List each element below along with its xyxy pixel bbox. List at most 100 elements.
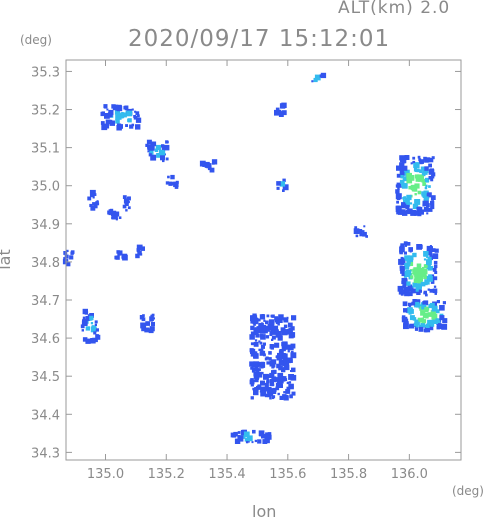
echo-cell [108, 212, 112, 215]
echo-cell [319, 74, 323, 78]
echo-cell [421, 178, 425, 183]
echo-cell [85, 316, 90, 321]
echo-cell [410, 184, 416, 190]
y-tick-label: 34.6 [31, 332, 60, 347]
echo-cell [209, 167, 215, 173]
echo-cell [261, 371, 264, 375]
echo-cell [423, 196, 429, 202]
echo-cell [423, 290, 427, 295]
echo-cell [145, 321, 150, 326]
echo-cell [256, 369, 260, 373]
echo-cell [66, 249, 69, 252]
echo-cell [428, 207, 433, 212]
echo-cell [421, 271, 427, 277]
echo-cell [121, 112, 127, 118]
echo-cell [442, 318, 448, 324]
echo-cell [104, 114, 109, 119]
echo-cell [291, 385, 294, 388]
echo-cell [288, 358, 293, 363]
echo-cell [412, 160, 416, 164]
echo-cell [274, 325, 279, 330]
echo-cell [430, 204, 435, 210]
echo-cell [165, 181, 170, 185]
y-tick-label: 35.0 [31, 180, 60, 195]
echo-cell [274, 342, 280, 348]
y-tick-label: 34.5 [31, 370, 60, 385]
echo-cell [402, 301, 408, 307]
echo-cell [266, 314, 270, 318]
echo-cell [90, 322, 94, 325]
echo-cell [403, 241, 408, 246]
echo-cell [283, 395, 289, 401]
echo-cell [250, 351, 256, 357]
echo-cell [251, 342, 254, 346]
echo-cell [127, 196, 131, 200]
echo-cell [291, 391, 296, 396]
echo-cell [421, 317, 424, 320]
echo-cell [274, 316, 279, 321]
echo-cell [402, 197, 405, 200]
echo-cell [254, 366, 259, 371]
echo-cell [281, 376, 285, 379]
echo-cell [420, 323, 425, 328]
echo-cell [407, 263, 411, 267]
echo-cell [421, 159, 425, 162]
echo-cell [430, 257, 433, 261]
echo-cell [117, 250, 123, 256]
echo-cell [430, 195, 436, 200]
echo-cell [413, 278, 418, 283]
echo-cell [404, 244, 407, 247]
echo-cell [403, 199, 408, 204]
echo-cell [260, 344, 265, 349]
echo-cell [355, 234, 359, 238]
echo-cell [149, 150, 154, 155]
echo-cell [418, 289, 422, 293]
echo-cell [90, 205, 96, 211]
echo-cell [408, 304, 411, 307]
echo-cell [408, 302, 412, 307]
x-tick-label: 136.0 [391, 467, 428, 482]
echo-cell [283, 391, 286, 394]
echo-cell [94, 338, 98, 343]
echo-cell [266, 379, 270, 383]
echo-cell [417, 190, 422, 195]
echo-cell [423, 275, 427, 280]
echo-cell [92, 202, 96, 206]
echo-region [107, 208, 122, 221]
echo-cell [276, 355, 282, 361]
echo-cell [106, 108, 109, 111]
echo-cell [414, 211, 419, 216]
echo-cell [151, 313, 155, 317]
echo-region [249, 313, 297, 401]
echo-cell [237, 431, 241, 434]
echo-cell [134, 110, 137, 113]
echo-cell [407, 307, 413, 314]
echo-cell [123, 105, 127, 110]
echo-cell [414, 327, 418, 331]
echo-cell [90, 192, 95, 198]
echo-cell [256, 371, 263, 378]
echo-cell [431, 248, 436, 252]
echo-cell [246, 435, 253, 442]
echo-cell [263, 386, 269, 392]
x-unit-label: (deg) [452, 484, 484, 498]
echo-cell [290, 374, 297, 381]
echo-cell [435, 309, 440, 314]
echo-cell [402, 185, 405, 189]
echo-cell [414, 319, 419, 324]
echo-cell [105, 119, 111, 125]
echo-cell [424, 158, 429, 163]
echo-cell [137, 250, 142, 256]
echo-cell [426, 259, 432, 265]
echo-cell [95, 328, 99, 332]
echo-cell [430, 200, 435, 206]
echo-cell [412, 156, 416, 160]
echo-cell [150, 321, 155, 326]
echo-cell [265, 335, 270, 339]
echo-cell [270, 379, 274, 383]
echo-cell [428, 274, 432, 279]
echo-cell [104, 123, 110, 129]
echo-cell [127, 118, 131, 122]
echo-cell [116, 112, 121, 117]
